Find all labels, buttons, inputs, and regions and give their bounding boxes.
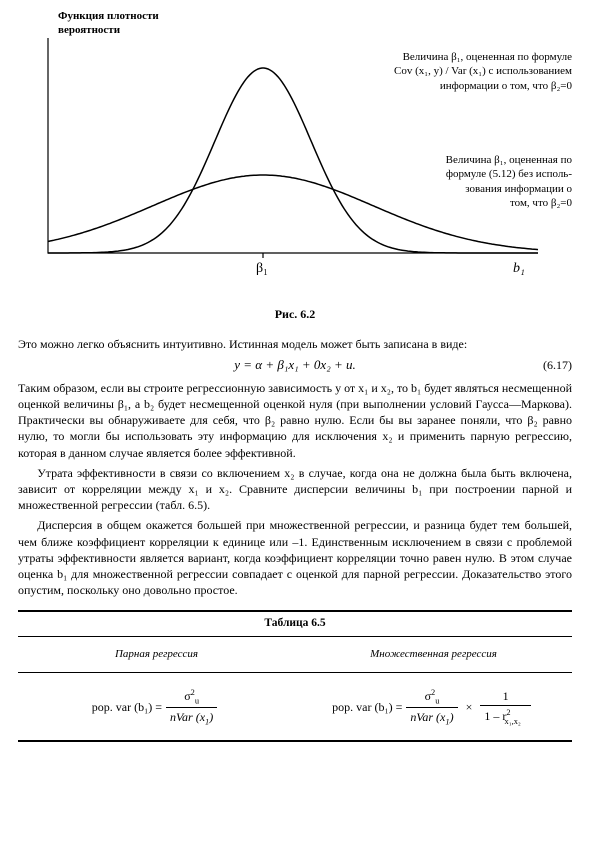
paragraph-1: Это можно легко объяснить интуитивно. Ис… (18, 336, 572, 352)
formula-lhs-2: pop. var (b₁) = (332, 699, 402, 715)
fraction-correction: 1 1 – r2x₁,x₂ (480, 688, 531, 727)
paragraph-3: Утрата эффективности в связи со включени… (18, 465, 572, 514)
x-axis-label-beta: β₁ (256, 260, 268, 279)
fraction-sigma-nvar: σ2u nVar (x1) (166, 687, 217, 728)
table-col2-header: Множественная регрессия (295, 647, 572, 662)
paragraph-4: Дисперсия в общем окажется большей при м… (18, 517, 572, 598)
paragraph-2: Таким образом, если вы строите регрессио… (18, 380, 572, 461)
table-headers: Парная регрессия Множественная регрессия (18, 637, 572, 673)
x-axis-label-b: b₁ (513, 260, 525, 279)
fraction-sigma-nvar-2: σ2u nVar (x1) (406, 687, 457, 728)
figure-6-2: Функция плотности вероятности Величина β… (18, 8, 572, 298)
equation-text: y = α + β₁x₁ + 0x₂ + u. (58, 356, 532, 374)
figure-caption: Рис. 6.2 (18, 306, 572, 322)
table-6-5: Таблица 6.5 Парная регрессия Множественн… (18, 610, 572, 742)
table-col1-header: Парная регрессия (18, 647, 295, 662)
equation-6-17: y = α + β₁x₁ + 0x₂ + u. (6.17) (18, 356, 572, 374)
table-cell-multiple: pop. var (b₁) = σ2u nVar (x1) × 1 1 – r2… (295, 687, 572, 728)
formula-lhs: pop. var (b₁) = (92, 699, 162, 715)
mult-sign: × (466, 699, 473, 715)
table-cell-simple: pop. var (b₁) = σ2u nVar (x1) (18, 687, 295, 728)
equation-number: (6.17) (532, 357, 572, 373)
table-title: Таблица 6.5 (18, 612, 572, 637)
density-chart (18, 8, 572, 286)
table-body: pop. var (b₁) = σ2u nVar (x1) pop. var (… (18, 673, 572, 742)
